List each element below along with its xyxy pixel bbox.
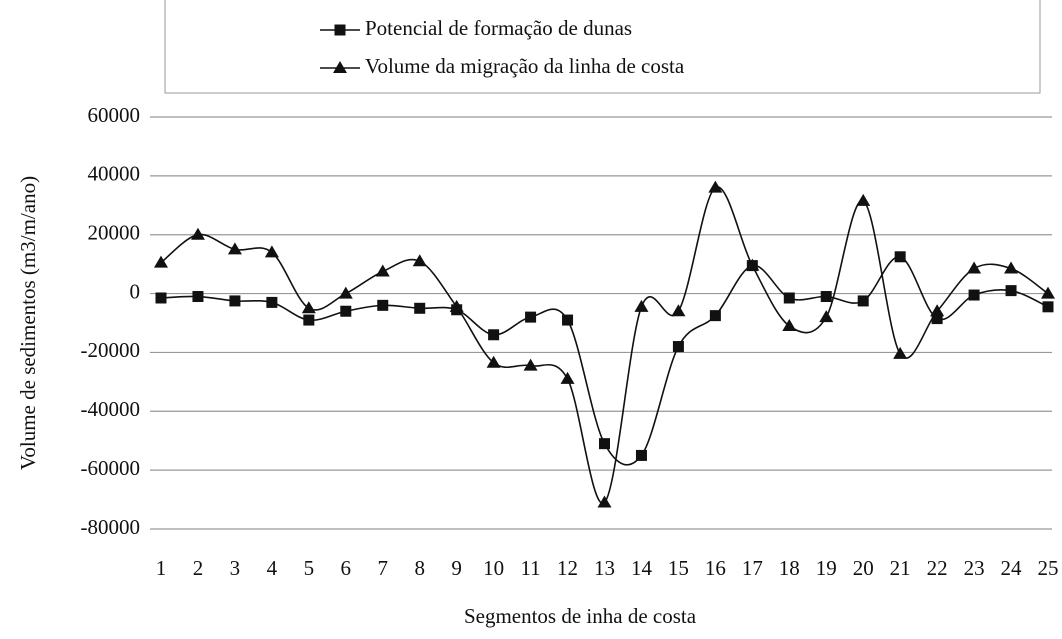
x-tick-label: 11 [520,556,540,580]
legend-label: Volume da migração da linha de costa [365,54,685,78]
x-tick-label: 14 [631,556,653,580]
x-tick-label: 20 [853,556,874,580]
marker-triangle [708,180,723,193]
marker-triangle [190,227,205,240]
y-tick-label: 60000 [88,103,141,127]
x-tick-label: 21 [890,556,911,580]
marker-square [672,341,684,353]
legend-box [164,0,1041,94]
marker-square [894,251,906,263]
marker-triangle [264,245,279,258]
marker-triangle [967,261,982,274]
x-tick-label: 4 [267,556,278,580]
x-tick-label: 9 [451,556,462,580]
marker-triangle [856,193,871,206]
marker-square [709,310,721,322]
marker-square [192,291,204,303]
x-tick-label: 16 [705,556,726,580]
marker-triangle [412,254,427,267]
y-tick-label: -20000 [81,338,141,362]
marker-square [562,314,574,326]
marker-triangle [333,61,347,73]
marker-triangle [745,258,760,271]
y-tick-label: 40000 [88,162,141,186]
x-tick-label: 24 [1001,556,1023,580]
marker-square [229,295,241,307]
y-tick-label: -40000 [81,397,141,421]
marker-square [783,292,795,304]
y-tick-label: -60000 [81,456,141,480]
y-tick-label: -80000 [81,515,141,539]
marker-square [334,24,346,36]
marker-triangle [449,299,464,312]
marker-triangle [227,242,242,255]
x-tick-label: 12 [557,556,578,580]
marker-square [1005,285,1017,297]
legend-label: Potencial de formação de dunas [365,16,632,40]
marker-square [525,311,537,323]
marker-triangle [634,299,649,312]
marker-square [968,289,980,301]
marker-square [340,305,352,317]
marker-triangle [893,346,908,359]
marker-square [377,299,389,311]
x-tick-label: 10 [483,556,504,580]
marker-square [820,291,832,303]
marker-square [931,313,943,325]
x-tick-label: 2 [193,556,204,580]
marker-square [266,296,278,308]
x-tick-label: 18 [779,556,800,580]
marker-triangle [671,304,686,317]
y-tick-label: 20000 [88,221,141,245]
marker-triangle [301,301,316,314]
marker-triangle [1004,261,1019,274]
x-tick-label: 5 [304,556,315,580]
x-axis-label: Segmentos de inha de costa [464,604,697,628]
marker-triangle [597,495,612,508]
series-line [160,186,1049,504]
x-tick-label: 17 [742,556,763,580]
x-tick-label: 25 [1038,556,1059,580]
marker-square [155,292,167,304]
x-tick-label: 19 [816,556,837,580]
marker-triangle [154,255,168,268]
marker-triangle [819,310,834,323]
marker-square [857,295,869,307]
y-axis-label: Volume de sedimentos (m3/m/ano) [16,176,40,470]
x-tick-label: 23 [964,556,985,580]
x-tick-label: 15 [668,556,689,580]
marker-square [599,438,610,450]
y-tick-label: 0 [130,279,141,303]
marker-triangle [1041,286,1055,299]
marker-square [488,329,500,341]
marker-triangle [560,371,575,384]
marker-square [635,449,647,461]
marker-triangle [338,286,353,299]
x-tick-label: 1 [156,556,167,580]
x-tick-label: 7 [378,556,389,580]
marker-triangle [375,264,390,277]
marker-square [1042,301,1054,313]
x-tick-label: 3 [230,556,241,580]
x-tick-label: 8 [414,556,425,580]
x-tick-label: 22 [927,556,948,580]
marker-square [303,314,315,326]
x-tick-label: 13 [594,556,615,580]
x-tick-label: 6 [341,556,352,580]
marker-triangle [782,318,797,331]
marker-triangle [523,358,538,371]
marker-triangle [930,304,945,317]
marker-triangle [486,355,501,368]
marker-square [414,302,426,314]
